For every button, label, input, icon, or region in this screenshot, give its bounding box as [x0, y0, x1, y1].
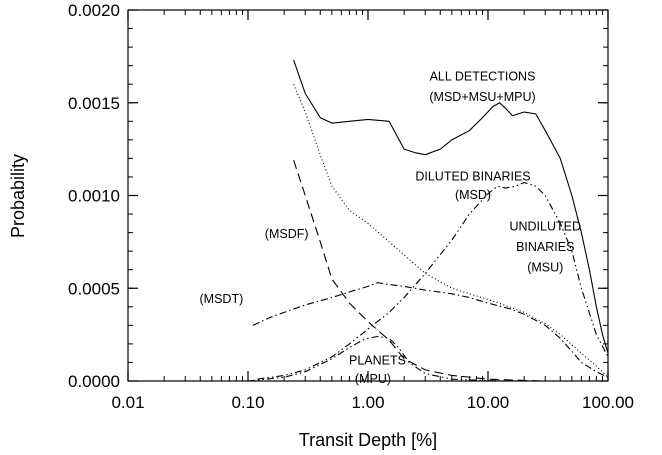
series-layer — [247, 59, 609, 382]
annotation-all-1: ALL DETECTIONS — [430, 69, 536, 83]
x-tick-label: 10.00 — [467, 393, 510, 412]
minor-ticks — [128, 9, 608, 382]
series-diluted-line — [293, 83, 609, 378]
y-tick-label: 0.0000 — [68, 372, 120, 391]
annotation-undiluted-2: BINARIES — [516, 240, 574, 254]
annotation-planets-2: (MPU) — [355, 372, 391, 386]
y-tick-label: 0.0005 — [68, 279, 120, 298]
annotation-undiluted-3: (MSU) — [527, 261, 563, 275]
series-undiluted-line — [257, 181, 609, 380]
x-tick-label: 1.00 — [351, 393, 384, 412]
series-msdt-line — [252, 282, 609, 378]
plot-frame — [127, 9, 609, 382]
annotation-all-2: (MSD+MSU+MPU) — [429, 90, 535, 104]
tick-labels: 0.01 0.10 1.00 10.00 100.00 0.0000 0.0005 0.001… — [68, 1, 634, 412]
annotation-msdt: (MSDT) — [200, 292, 244, 306]
x-tick-label: 0.10 — [231, 393, 264, 412]
y-tick-label: 0.0015 — [68, 94, 120, 113]
annotation-undiluted-1: UNDILUTED — [509, 220, 581, 234]
x-axis-title: Transit Depth [%] — [299, 430, 437, 450]
annotation-planets-1: PLANETS — [349, 353, 406, 367]
x-tick-label: 100.00 — [582, 393, 634, 412]
series-all-line — [293, 59, 609, 354]
y-tick-label: 0.0010 — [68, 187, 120, 206]
y-axis-title: Probability — [8, 154, 28, 238]
series-planets-line — [247, 335, 525, 382]
series-msdf-line — [293, 160, 546, 382]
x-tick-label: 0.01 — [111, 393, 144, 412]
annotation-msdf: (MSDF) — [265, 227, 309, 241]
major-ticks — [127, 9, 609, 382]
y-tick-label: 0.0020 — [68, 1, 120, 20]
annotation-diluted-1: DILUTED BINARIES — [415, 170, 530, 184]
annotation-layer: ALL DETECTIONS (MSD+MSU+MPU) DILUTED BINAR… — [200, 69, 582, 385]
annotation-diluted-2: (MSD) — [455, 188, 491, 202]
